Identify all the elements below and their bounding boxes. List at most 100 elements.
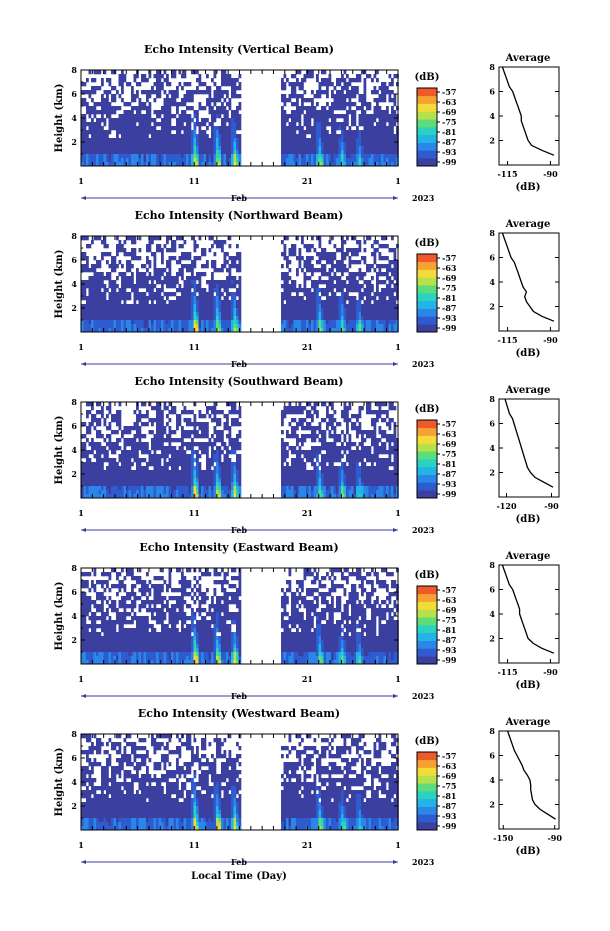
average-panel: Average 2 4 6 8 -115 -90(dB): [489, 551, 560, 691]
avg-x-tick-label: -90: [543, 667, 558, 677]
panel-0: Echo Intensity (Vertical Beam) Height (km…: [54, 43, 560, 203]
x-tick-label: 21: [302, 342, 313, 352]
avg-y-tick-label: 4: [489, 443, 495, 453]
colorbar-tick-label: -69: [442, 273, 457, 283]
avg-y-tick-label: 8: [489, 726, 495, 736]
colorbar-tick-label: -87: [442, 469, 456, 479]
avg-x-tick-label: -90: [543, 169, 558, 179]
average-profile-line: [501, 232, 555, 322]
panel-3: Echo Intensity (Eastward Beam) Height (km…: [54, 541, 560, 701]
y-tick-label: 6: [71, 89, 77, 99]
month-label: Feb: [231, 193, 247, 203]
y-tick-label: 2: [71, 801, 77, 811]
avg-x-tick-label: -115: [498, 169, 518, 179]
avg-y-tick-label: 4: [489, 609, 495, 619]
colorbar-tick-label: -69: [442, 771, 457, 781]
avg-y-tick-label: 2: [489, 468, 495, 478]
colorbar-tick-label: -63: [442, 97, 457, 107]
colorbar-tick-label: -57: [442, 419, 456, 429]
y-tick-label: 2: [71, 137, 77, 147]
colorbar-tick-label: -99: [442, 821, 457, 831]
month-label: Feb: [231, 691, 247, 701]
year-label: 2023: [412, 857, 435, 867]
y-tick-label: 4: [71, 279, 77, 289]
avg-y-tick-label: 6: [489, 585, 495, 595]
avg-y-tick-label: 8: [489, 228, 495, 238]
colorbar-unit: (dB): [415, 736, 440, 747]
x-tick-label: 1: [395, 508, 401, 518]
average-xlabel: (dB): [516, 846, 541, 857]
avg-y-tick-label: 8: [489, 560, 495, 570]
month-label: Feb: [231, 857, 247, 867]
colorbar-tick-label: -81: [442, 293, 456, 303]
x-tick-label: 1: [395, 674, 401, 684]
colorbar-tick-label: -75: [442, 781, 456, 791]
avg-x-tick-label: -150: [493, 833, 513, 843]
avg-x-tick-label: -115: [498, 667, 518, 677]
colorbar-tick-label: -87: [442, 635, 456, 645]
average-title: Average: [505, 219, 551, 230]
avg-y-tick-label: 2: [489, 302, 495, 312]
colorbar-tick-label: -99: [442, 323, 457, 333]
colorbar-tick-label: -93: [442, 645, 457, 655]
year-label: 2023: [412, 691, 435, 701]
colorbar-tick-label: -69: [442, 605, 457, 615]
average-panel: Average 2 4 6 8 -120 -90(dB): [489, 385, 560, 525]
colorbar-unit: (dB): [415, 72, 440, 83]
heatmap-cells: [81, 236, 399, 333]
colorbar-unit: (dB): [415, 404, 440, 415]
colorbar-tick-label: -69: [442, 439, 457, 449]
avg-y-tick-label: 4: [489, 775, 495, 785]
avg-y-tick-label: 4: [489, 111, 495, 121]
y-tick-label: 8: [71, 65, 77, 75]
avg-y-tick-label: 6: [489, 253, 495, 263]
average-profile-line: [506, 730, 556, 820]
month-label: Feb: [231, 359, 247, 369]
average-xlabel: (dB): [516, 182, 541, 193]
avg-y-tick-label: 6: [489, 419, 495, 429]
x-tick-label: 1: [395, 342, 401, 352]
colorbar-tick-label: -81: [442, 791, 456, 801]
y-tick-label: 6: [71, 255, 77, 265]
colorbar-tick-label: -99: [442, 157, 457, 167]
average-xlabel: (dB): [516, 514, 541, 525]
avg-x-tick-label: -90: [543, 335, 558, 345]
x-tick-label: 11: [189, 508, 200, 518]
colorbar-tick-label: -75: [442, 117, 456, 127]
average-title: Average: [505, 385, 551, 396]
avg-x-tick-label: -90: [547, 833, 562, 843]
colorbar-tick-label: -81: [442, 459, 456, 469]
avg-y-tick-label: 8: [489, 62, 495, 72]
colorbar-tick-label: -93: [442, 811, 457, 821]
year-label: 2023: [412, 525, 435, 535]
year-label: 2023: [412, 193, 435, 203]
avg-y-tick-label: 6: [489, 751, 495, 761]
colorbar-tick-label: -75: [442, 449, 456, 459]
y-tick-label: 8: [71, 729, 77, 739]
avg-y-tick-label: 2: [489, 136, 495, 146]
month-label: Feb: [231, 525, 247, 535]
panel-title: Echo Intensity (Northward Beam): [135, 209, 344, 222]
average-title: Average: [505, 551, 551, 562]
x-tick-label: 21: [302, 840, 313, 850]
y-axis-label: Height (km): [54, 416, 65, 485]
colorbar-tick-label: -81: [442, 127, 456, 137]
x-tick-label: 1: [78, 674, 84, 684]
colorbar-tick-label: -75: [442, 283, 456, 293]
avg-y-tick-label: 2: [489, 800, 495, 810]
x-tick-label: 1: [78, 342, 84, 352]
y-tick-label: 2: [71, 303, 77, 313]
colorbar-tick-label: -57: [442, 751, 456, 761]
avg-y-tick-label: 4: [489, 277, 495, 287]
y-axis-label: Height (km): [54, 748, 65, 817]
colorbar-tick-label: -63: [442, 429, 457, 439]
panel-title: Echo Intensity (Southward Beam): [135, 375, 344, 388]
average-xlabel: (dB): [516, 680, 541, 691]
y-tick-label: 2: [71, 635, 77, 645]
y-tick-label: 8: [71, 397, 77, 407]
year-label: 2023: [412, 359, 435, 369]
y-axis-label: Height (km): [54, 84, 65, 153]
avg-y-tick-label: 8: [489, 394, 495, 404]
avg-y-tick-label: 2: [489, 634, 495, 644]
colorbar-tick-label: -63: [442, 263, 457, 273]
